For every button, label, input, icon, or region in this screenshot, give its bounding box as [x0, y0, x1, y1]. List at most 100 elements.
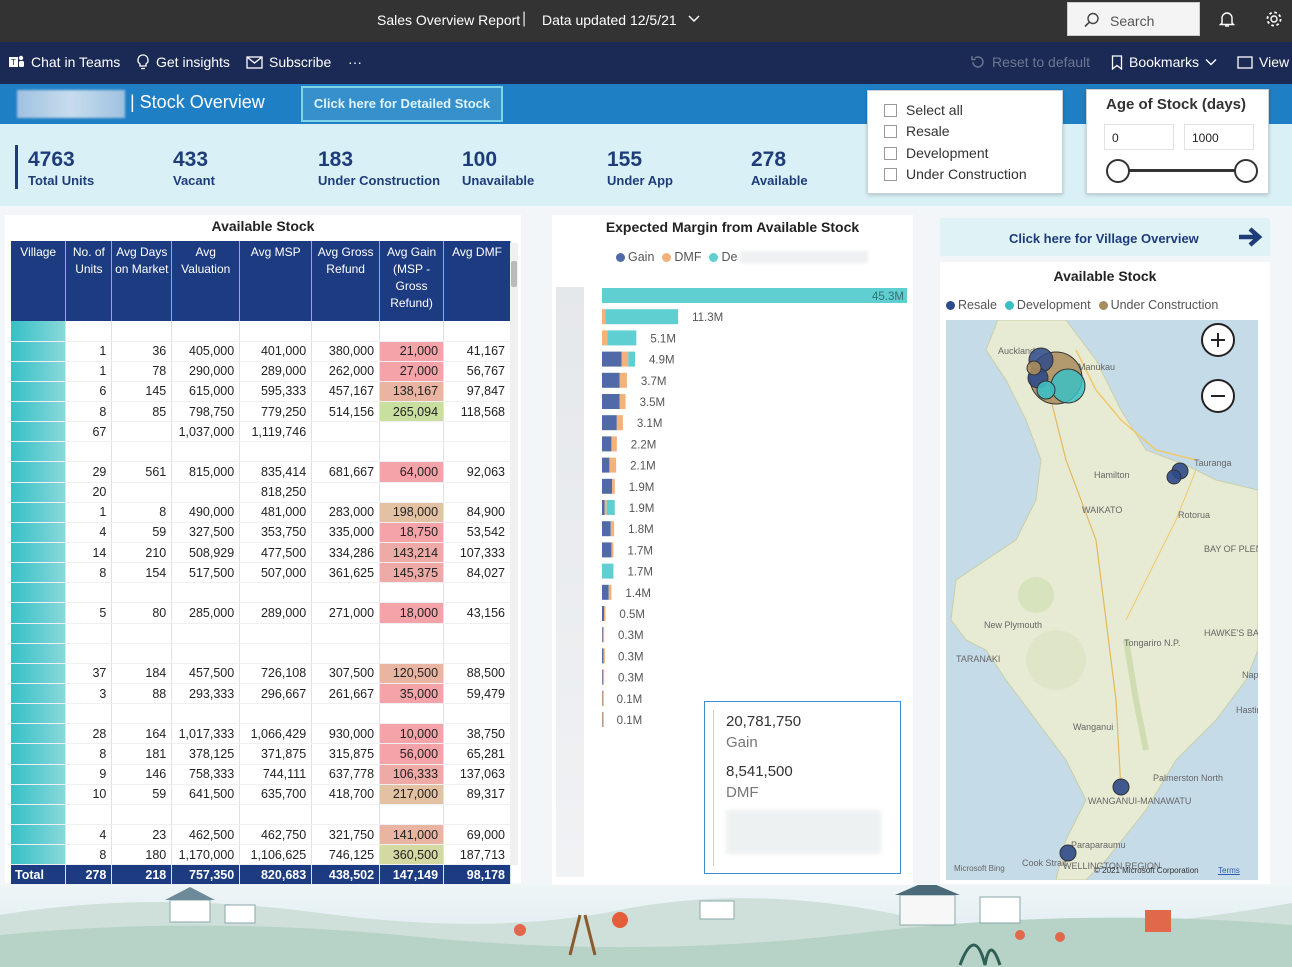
bar-segment-dmf[interactable]	[610, 521, 615, 537]
view-button[interactable]: View	[1237, 54, 1289, 70]
bar-segment-gain[interactable]	[602, 606, 605, 621]
bar-segment-dev[interactable]	[602, 288, 907, 303]
map-bubble[interactable]	[1166, 469, 1182, 485]
bar-segment-gain[interactable]	[602, 351, 622, 367]
column-header[interactable]: Avg Valuation	[171, 241, 241, 321]
more-options-button[interactable]: ···	[348, 54, 362, 70]
table-row[interactable]	[11, 643, 511, 664]
bar-segment-gain[interactable]	[602, 500, 605, 515]
slicer-option-select-all[interactable]: Select all	[884, 102, 963, 118]
bar-segment-dmf[interactable]	[602, 309, 606, 325]
slicer-option-under-construction[interactable]: Under Construction	[884, 166, 1027, 182]
data-updated-dropdown[interactable]: Data updated 12/5/21	[542, 12, 677, 28]
table-row[interactable]: 1 36 405,000 401,000 380,000 21,000 41,167	[11, 341, 511, 362]
bar-segment-dev[interactable]	[607, 330, 637, 346]
table-row[interactable]: 8 181 378,125 371,875 315,875 56,000 65,281	[11, 743, 511, 765]
bar-segment-dmf[interactable]	[602, 712, 604, 727]
chevron-down-icon[interactable]	[688, 13, 700, 25]
table-row[interactable]: 28 164 1,017,333 1,066,429 930,000 10,000 38,7…	[11, 723, 511, 745]
slicer-option-resale[interactable]: Resale	[884, 123, 950, 139]
table-row[interactable]	[11, 321, 511, 342]
table-row[interactable]: 37 184 457,500 726,108 307,500 120,500 88,500	[11, 663, 511, 685]
table-row[interactable]	[11, 703, 511, 725]
bar-segment-dmf[interactable]	[621, 351, 629, 367]
village-overview-button[interactable]: Click here for Village Overview	[940, 218, 1270, 256]
bar-segment-gain[interactable]	[602, 584, 609, 600]
bar-segment-dmf[interactable]	[609, 457, 617, 473]
checkbox[interactable]	[884, 167, 897, 181]
map-bubble[interactable]	[1059, 844, 1077, 862]
table-row[interactable]	[11, 582, 511, 604]
subscribe-button[interactable]: Subscribe	[246, 54, 331, 70]
age-slider-track[interactable]	[1118, 169, 1246, 172]
zoom-out-button[interactable]	[1201, 379, 1235, 413]
map-canvas[interactable]: Auckland Manukau Tauranga Hamilton WAIKATO Ro…	[946, 320, 1258, 880]
table-row[interactable]: 4 23 462,500 462,750 321,750 141,000 69,000	[11, 824, 511, 846]
bar-segment-gain[interactable]	[602, 415, 617, 431]
column-header[interactable]: Village	[11, 241, 67, 321]
column-header[interactable]: Avg MSP	[239, 241, 313, 321]
column-header[interactable]: Avg Gross Refund	[311, 241, 381, 321]
table-row[interactable]: 8 85 798,750 779,250 514,156 265,094 118,568	[11, 401, 511, 423]
bar-segment-gain[interactable]	[602, 521, 611, 537]
table-row[interactable]: 67 1,037,000 1,119,746	[11, 421, 511, 443]
bar-segment-gain[interactable]	[602, 478, 613, 494]
bar-segment-dmf[interactable]	[608, 584, 612, 600]
bar-segment-dmf[interactable]	[616, 415, 623, 431]
table-row[interactable]: 29 561 815,000 835,414 681,667 64,000 92,063	[11, 461, 511, 483]
zoom-in-button[interactable]	[1201, 323, 1235, 357]
table-row[interactable]	[11, 804, 511, 826]
age-min-input[interactable]: 0	[1104, 124, 1174, 150]
table-row[interactable]: 8 154 517,500 507,000 361,625 145,375 84,027	[11, 562, 511, 584]
bookmarks-button[interactable]: Bookmarks	[1111, 54, 1217, 70]
table-row[interactable]: 9 146 758,333 744,111 637,778 106,333 137,063	[11, 764, 511, 785]
scrollbar-thumb[interactable]	[511, 261, 517, 287]
table-row[interactable]: 3 88 293,333 296,667 261,667 35,000 59,479	[11, 683, 511, 705]
age-slider-min-handle[interactable]	[1106, 159, 1130, 183]
age-max-input[interactable]: 1000	[1184, 124, 1254, 150]
bar-segment-gain[interactable]	[602, 372, 620, 388]
map-terms-link[interactable]: Terms	[1218, 866, 1240, 875]
age-slider-max-handle[interactable]	[1234, 159, 1258, 183]
bar-segment-dmf[interactable]	[602, 330, 608, 346]
bar-segment-gain[interactable]	[602, 436, 612, 452]
map-bubble[interactable]	[1050, 368, 1086, 404]
checkbox[interactable]	[884, 146, 897, 160]
bar-segment-gain[interactable]	[602, 542, 612, 558]
bar-segment-dmf[interactable]	[604, 500, 607, 515]
checkbox[interactable]	[884, 103, 897, 117]
table-row[interactable]	[11, 623, 511, 644]
bar-segment-dmf[interactable]	[612, 478, 615, 494]
table-row[interactable]: 1 78 290,000 289,000 262,000 27,000 56,767	[11, 361, 511, 382]
bar-segment-dmf[interactable]	[619, 372, 627, 388]
bar-segment-dmf[interactable]	[604, 606, 606, 621]
bar-segment-dev[interactable]	[602, 563, 614, 579]
column-header[interactable]: No. of Units	[65, 241, 113, 321]
table-row[interactable]: 10 59 641,500 635,700 418,700 217,000 89,317	[11, 784, 511, 805]
bar-segment-dmf[interactable]	[619, 394, 626, 409]
slicer-option-development[interactable]: Development	[884, 145, 989, 161]
table-row[interactable]: 1 8 490,000 481,000 283,000 198,000 84,900	[11, 502, 511, 523]
reset-to-default-button[interactable]: Reset to default	[970, 54, 1090, 70]
bar-segment-dmf[interactable]	[602, 627, 605, 643]
table-row[interactable]	[11, 441, 511, 463]
bar-segment-dmf[interactable]	[603, 648, 605, 664]
table-row[interactable]: 14 210 508,929 477,500 334,286 143,214 107,333	[11, 542, 511, 564]
bar-segment-dmf[interactable]	[602, 669, 605, 685]
bar-segment-dev[interactable]	[628, 351, 635, 367]
search-box[interactable]: Search	[1067, 2, 1200, 36]
checkbox[interactable]	[884, 124, 897, 138]
bar-segment-dev[interactable]	[605, 309, 679, 325]
map-bubble[interactable]	[1036, 380, 1056, 400]
table-row[interactable]: 4 59 327,500 353,750 335,000 18,750 53,542	[11, 522, 511, 544]
bar-segment-dev[interactable]	[606, 500, 615, 515]
bar-segment-dmf[interactable]	[611, 542, 614, 558]
table-row[interactable]: 20 818,250	[11, 482, 511, 503]
notification-bell-icon[interactable]	[1219, 10, 1235, 28]
chat-in-teams-button[interactable]: T Chat in Teams	[8, 54, 120, 70]
bar-segment-gain[interactable]	[602, 457, 610, 473]
table-row[interactable]: 5 80 285,000 289,000 271,000 18,000 43,156	[11, 602, 511, 624]
bar-segment-gain[interactable]	[602, 394, 620, 409]
table-row[interactable]: 8 180 1,170,000 1,106,625 746,125 360,500 187,…	[11, 844, 511, 866]
map-bubble[interactable]	[1026, 360, 1042, 376]
